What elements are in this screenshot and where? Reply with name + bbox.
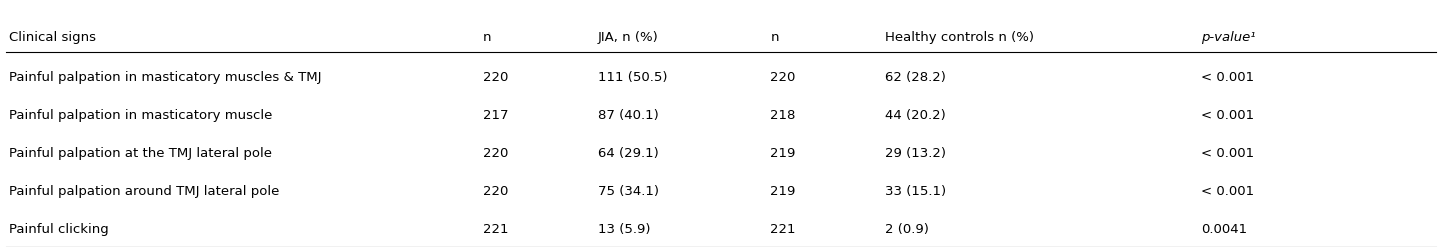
Text: JIA, n (%): JIA, n (%) [598,31,658,44]
Text: 2 (0.9): 2 (0.9) [886,223,929,236]
Text: Painful clicking: Painful clicking [9,223,108,236]
Text: n: n [482,31,491,44]
Text: 64 (29.1): 64 (29.1) [598,147,658,160]
Text: 29 (13.2): 29 (13.2) [886,147,946,160]
Text: < 0.001: < 0.001 [1201,185,1254,198]
Text: < 0.001: < 0.001 [1201,71,1254,84]
Text: 220: 220 [482,71,508,84]
Text: 221: 221 [482,223,508,236]
Text: 218: 218 [770,109,796,122]
Text: Painful palpation in masticatory muscle: Painful palpation in masticatory muscle [9,109,272,122]
Text: 75 (34.1): 75 (34.1) [598,185,660,198]
Text: Healthy controls n (%): Healthy controls n (%) [886,31,1034,44]
Text: 111 (50.5): 111 (50.5) [598,71,667,84]
Text: 13 (5.9): 13 (5.9) [598,223,651,236]
Text: < 0.001: < 0.001 [1201,147,1254,160]
Text: 62 (28.2): 62 (28.2) [886,71,946,84]
Text: n: n [770,31,779,44]
Text: 219: 219 [770,185,796,198]
Text: 44 (20.2): 44 (20.2) [886,109,946,122]
Text: 33 (15.1): 33 (15.1) [886,185,946,198]
Text: p-value¹: p-value¹ [1201,31,1256,44]
Text: 220: 220 [770,71,796,84]
Text: Clinical signs: Clinical signs [9,31,95,44]
Text: 221: 221 [770,223,796,236]
Text: 217: 217 [482,109,508,122]
Text: < 0.001: < 0.001 [1201,109,1254,122]
Text: 220: 220 [482,185,508,198]
Text: 87 (40.1): 87 (40.1) [598,109,658,122]
Text: Painful palpation at the TMJ lateral pole: Painful palpation at the TMJ lateral pol… [9,147,272,160]
Text: Painful palpation in masticatory muscles & TMJ: Painful palpation in masticatory muscles… [9,71,321,84]
Text: 0.0041: 0.0041 [1201,223,1247,236]
Text: Painful palpation around TMJ lateral pole: Painful palpation around TMJ lateral pol… [9,185,279,198]
Text: 220: 220 [482,147,508,160]
Text: 219: 219 [770,147,796,160]
